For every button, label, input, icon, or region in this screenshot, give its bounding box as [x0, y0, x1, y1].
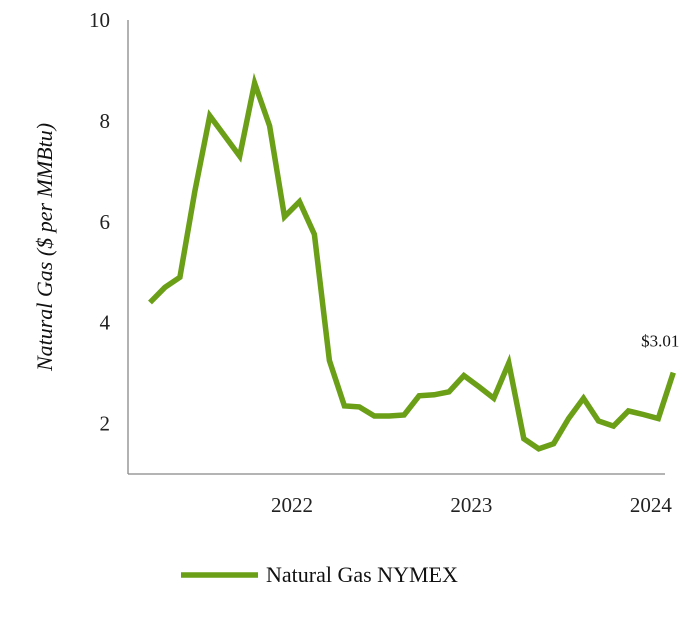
x-axis-ticks: 2022 2023 2024 — [271, 493, 672, 517]
y-tick-label: 10 — [89, 8, 110, 32]
y-tick-label: 8 — [100, 109, 111, 133]
x-tick-label: 2022 — [271, 493, 313, 517]
y-tick-label: 4 — [100, 311, 111, 335]
data-label: $3.01 — [641, 332, 679, 351]
legend: Natural Gas NYMEX — [181, 562, 458, 587]
legend-label: Natural Gas NYMEX — [266, 562, 458, 587]
series-group — [148, 72, 676, 452]
series-line — [148, 72, 676, 452]
y-axis-title: Natural Gas ($ per MMBtu) — [32, 123, 57, 372]
annotations: $3.01 — [641, 332, 679, 351]
y-axis-ticks: 2 4 6 8 10 — [89, 8, 111, 436]
y-tick-label: 6 — [100, 210, 111, 234]
x-tick-label: 2024 — [630, 493, 673, 517]
y-tick-label: 2 — [100, 412, 111, 436]
x-tick-label: 2023 — [450, 493, 492, 517]
plot-area: 2 4 6 8 10 2022 2023 2024 Natural Gas ($ per M… — [32, 8, 679, 517]
